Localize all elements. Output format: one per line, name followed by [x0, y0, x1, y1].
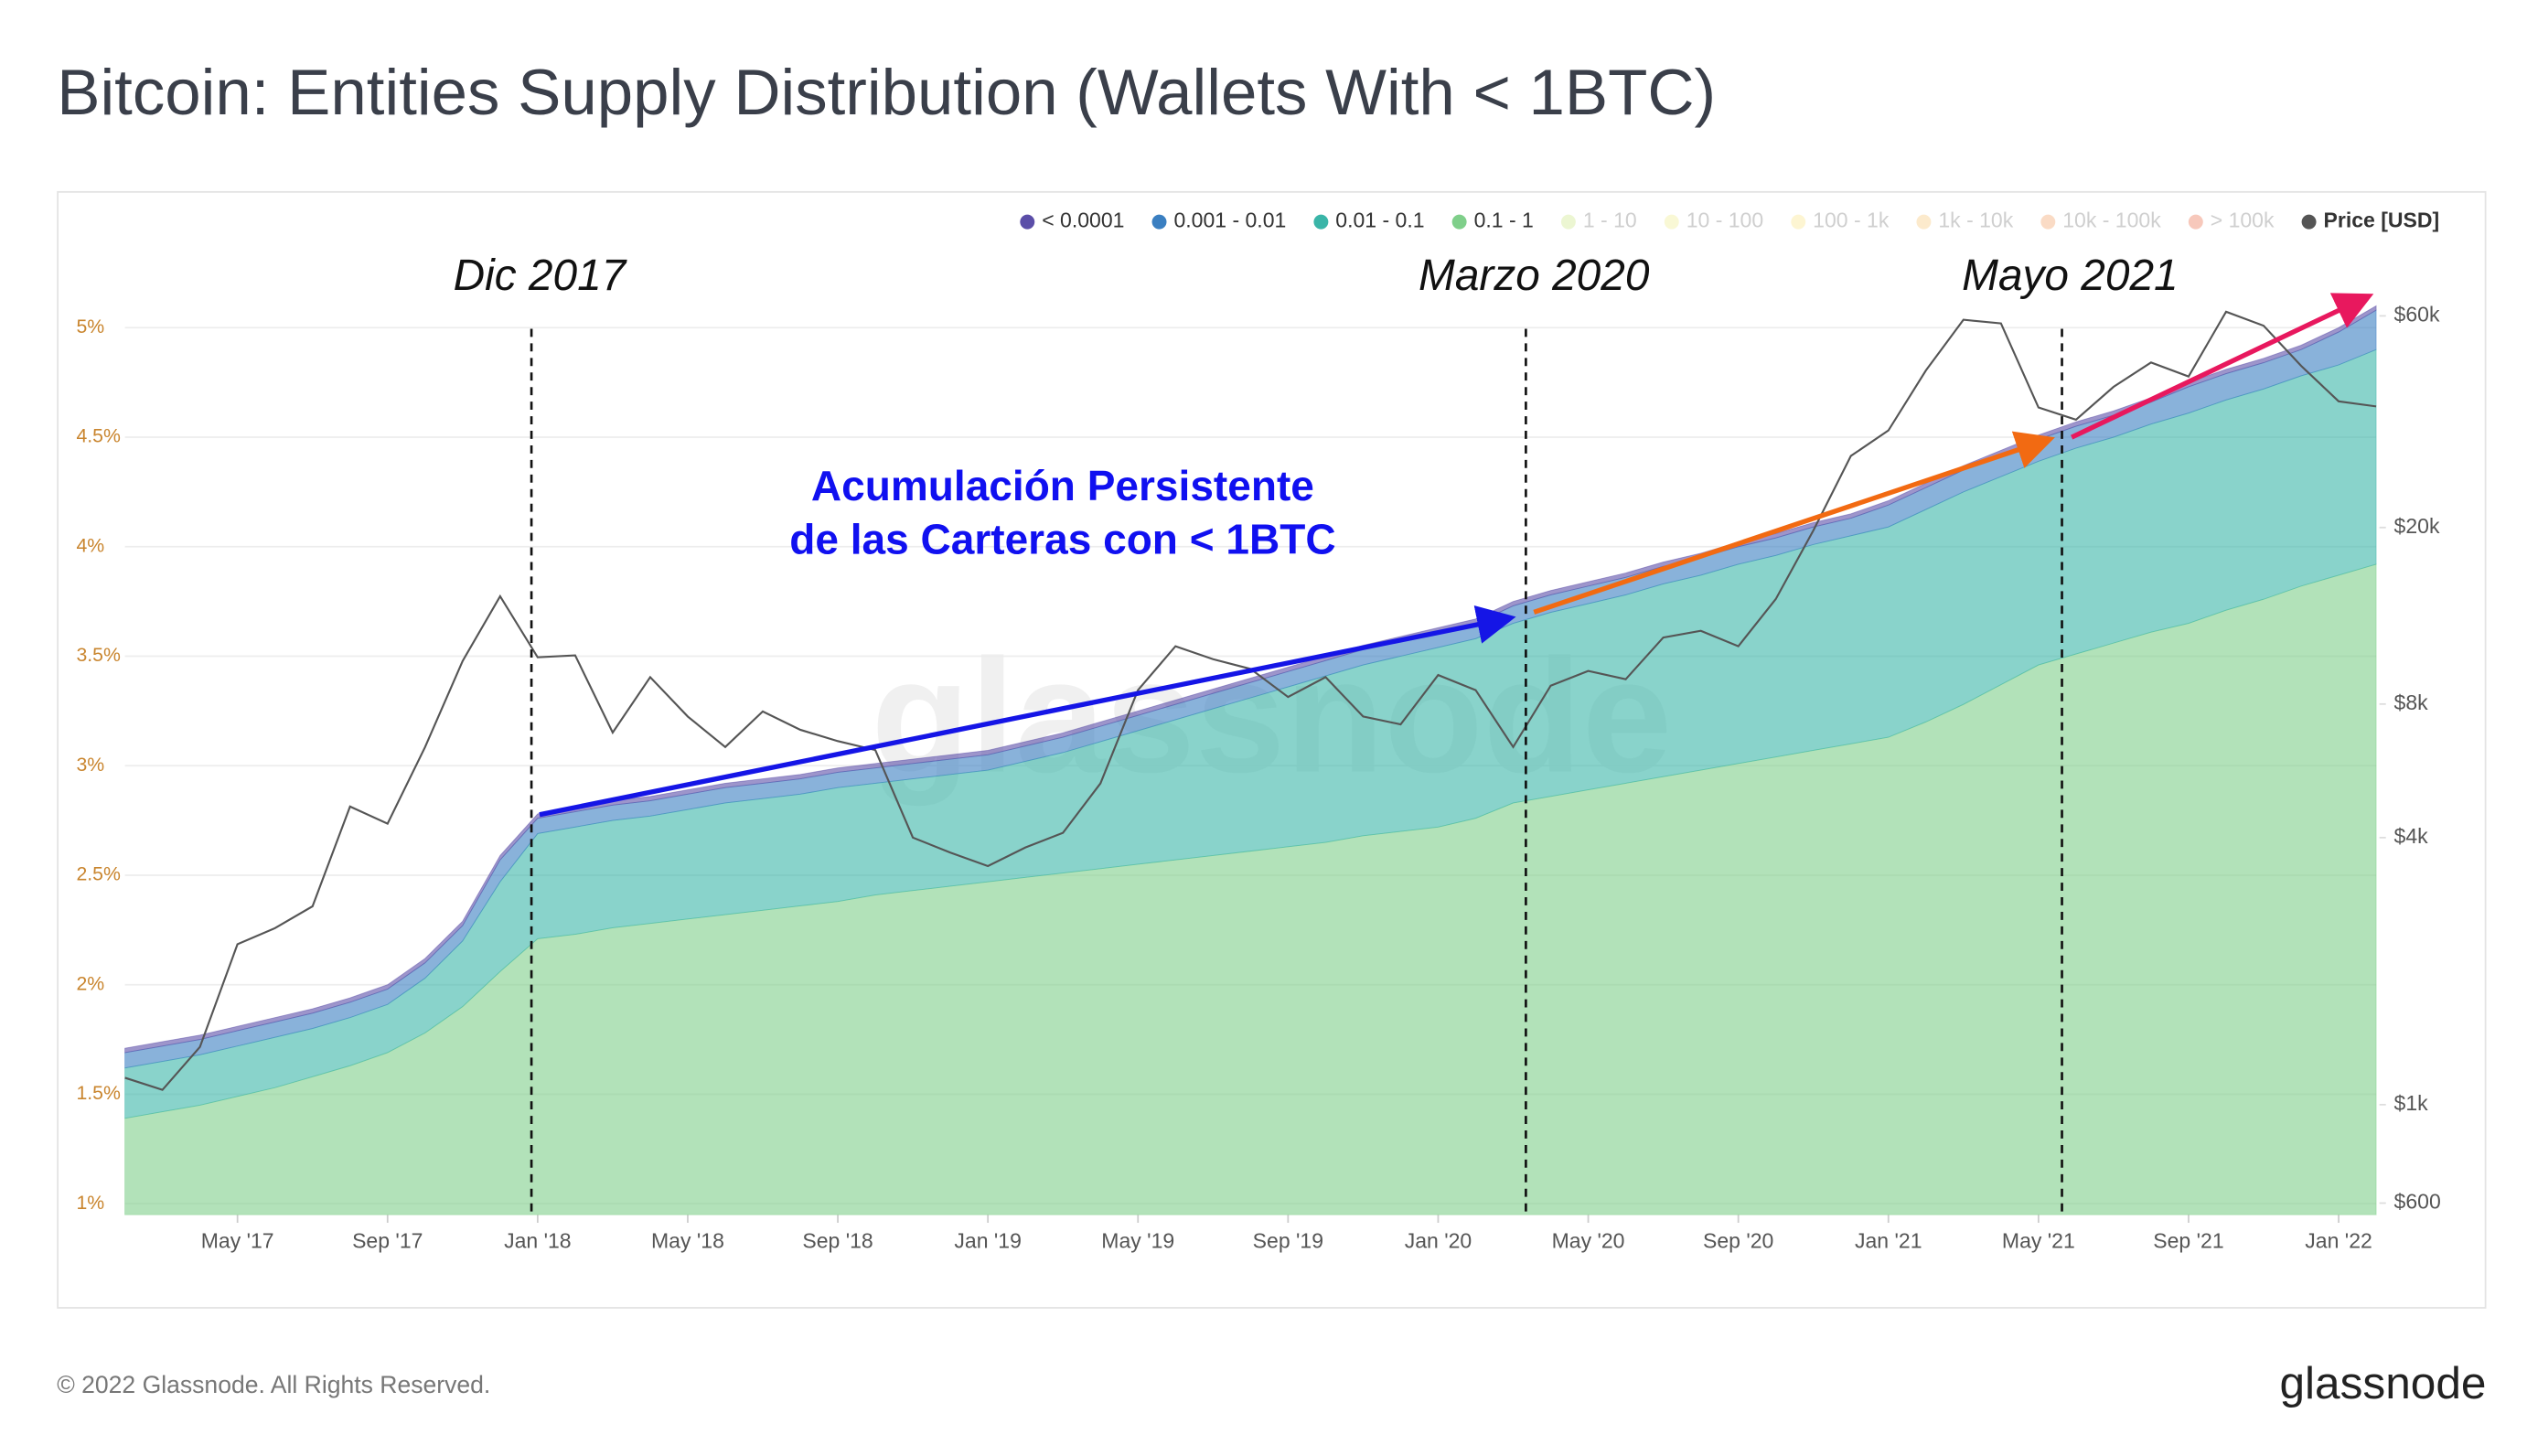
y-tick-label: 1.5% — [76, 1082, 121, 1104]
legend-label: 10 - 100 — [1686, 209, 1763, 232]
chart-frame — [57, 190, 2487, 1309]
legend-label: > 100k — [2211, 209, 2275, 232]
chart-title: Bitcoin: Entities Supply Distribution (W… — [57, 57, 1716, 129]
x-tick-label: Sep '21 — [2153, 1228, 2223, 1252]
legend-label: 0.01 - 0.1 — [1335, 209, 1424, 232]
legend-swatch — [2040, 214, 2056, 230]
y-tick-label: 1% — [76, 1192, 104, 1214]
legend-label: < 0.0001 — [1042, 209, 1124, 232]
legend-label: Price [USD] — [2324, 209, 2440, 232]
copyright: © 2022 Glassnode. All Rights Reserved. — [57, 1371, 490, 1398]
annotation-label: Mayo 2021 — [1962, 252, 2179, 300]
y-tick-label: 3.5% — [76, 644, 121, 666]
y2-tick-label: $8k — [2394, 691, 2429, 714]
callout-text: Acumulación Persistente — [811, 462, 1314, 509]
legend-label: 0.1 - 1 — [1474, 209, 1534, 232]
legend-label: 10k - 100k — [2062, 209, 2161, 232]
legend-swatch — [2188, 214, 2203, 230]
plot: 1% 1.5% 2% 2.5% 3% 3.5% 4% 4.5% 5% $600 $1k $4k $8k $… — [76, 302, 2440, 1252]
y2-tick-label: $1k — [2394, 1091, 2429, 1115]
legend-swatch — [1451, 214, 1467, 230]
x-tick-label: Sep '18 — [802, 1228, 873, 1252]
legend-swatch — [1151, 214, 1167, 230]
y-tick-label: 4% — [76, 534, 104, 556]
x-tick-label: Sep '19 — [1253, 1228, 1323, 1252]
legend-swatch — [1791, 214, 1806, 230]
x-tick-label: Jan '21 — [1855, 1228, 1922, 1252]
x-tick-label: Sep '20 — [1703, 1228, 1773, 1252]
x-tick-label: May '19 — [1101, 1228, 1174, 1252]
trend-arrow — [539, 605, 1516, 818]
x-tick-label: Sep '17 — [352, 1228, 423, 1252]
x-tick-label: Jan '22 — [2305, 1228, 2372, 1252]
trend-arrow — [2071, 293, 2374, 440]
y2-tick-label: $4k — [2394, 824, 2429, 848]
legend-label: 0.001 - 0.01 — [1173, 209, 1286, 232]
y-tick-label: 5% — [76, 316, 104, 337]
legend-swatch — [1313, 214, 1329, 230]
x-tick-label: May '21 — [2002, 1228, 2075, 1252]
legend-swatch — [2301, 214, 2317, 230]
legend-label: 100 - 1k — [1813, 209, 1890, 232]
annotation-label: Dic 2017 — [454, 252, 628, 300]
legend-swatch — [1916, 214, 1932, 230]
x-tick-label: Jan '20 — [1405, 1228, 1472, 1252]
annotations: Dic 2017 Marzo 2020 Mayo 2021 Acumulació… — [454, 252, 2374, 1215]
y-tick-label: 2.5% — [76, 863, 121, 885]
y2-tick-label: $20k — [2394, 514, 2440, 538]
legend-swatch — [1664, 214, 1679, 230]
legend-label: 1 - 10 — [1583, 209, 1637, 232]
brand-logo: glassnode — [2279, 1357, 2486, 1408]
trend-arrow — [1533, 431, 2055, 615]
y2-tick-label: $600 — [2394, 1190, 2441, 1214]
y-tick-label: 4.5% — [76, 425, 121, 447]
callout-text: de las Carteras con < 1BTC — [789, 515, 1335, 562]
y-tick-label: 2% — [76, 972, 104, 994]
stacked-area — [124, 305, 2377, 1054]
y-tick-label: 3% — [76, 754, 104, 776]
legend-label: 1k - 10k — [1938, 209, 2013, 232]
annotation-label: Marzo 2020 — [1419, 252, 1650, 300]
x-tick-label: May '17 — [201, 1228, 274, 1252]
x-tick-label: May '20 — [1552, 1228, 1625, 1252]
legend: Price [USD] > 100k 10k - 100k 1k - 10k 100 -… — [1020, 209, 2439, 232]
legend-swatch — [1020, 214, 1035, 230]
x-tick-label: May '18 — [651, 1228, 724, 1252]
y2-tick-label: $60k — [2394, 302, 2440, 326]
x-tick-label: Jan '19 — [954, 1228, 1022, 1252]
legend-swatch — [1560, 214, 1576, 230]
x-tick-label: Jan '18 — [504, 1228, 572, 1252]
